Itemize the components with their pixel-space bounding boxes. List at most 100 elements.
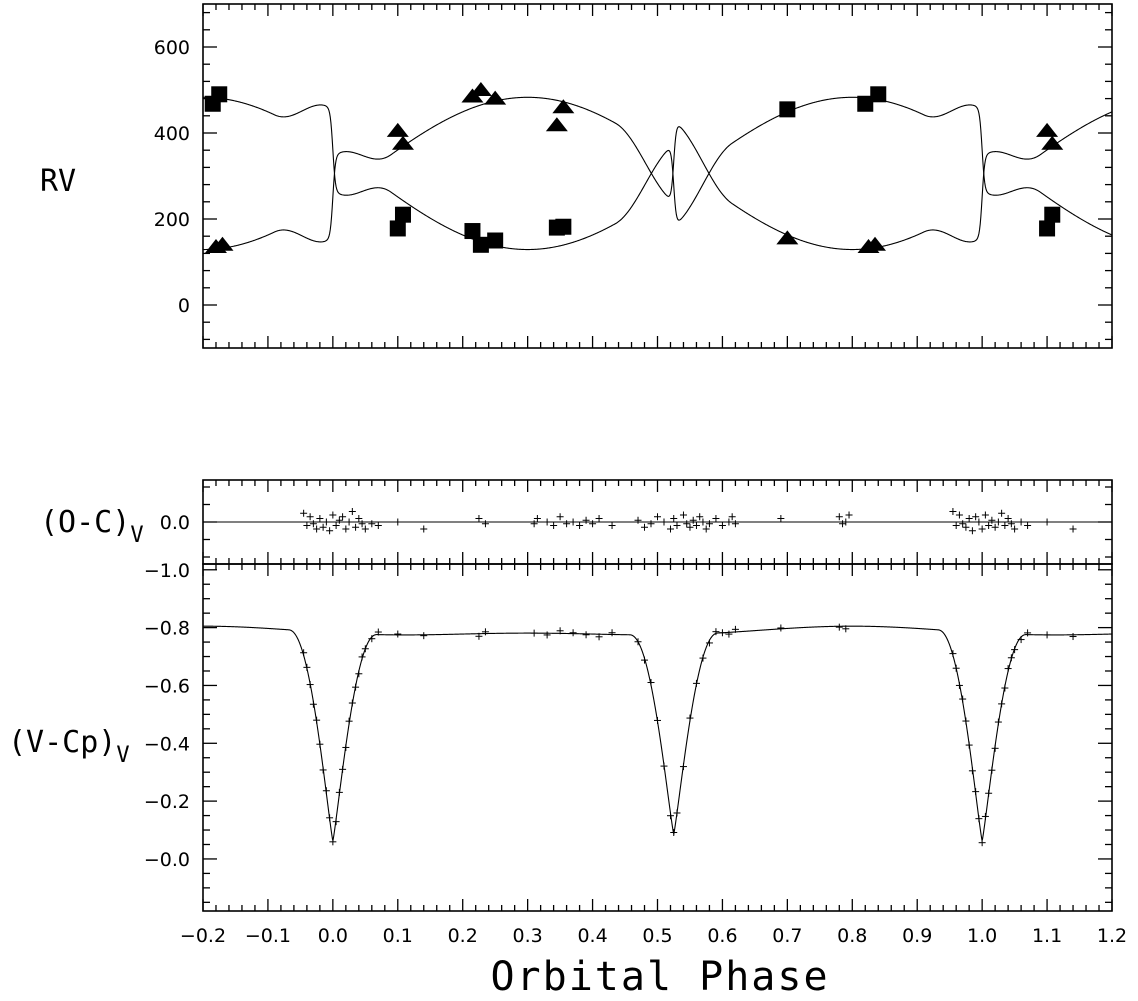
- x-tick-label: −0.2: [180, 925, 226, 947]
- rv-triangle-point: [552, 99, 575, 114]
- lightcurve-point: [543, 631, 551, 639]
- residual-point: [718, 522, 726, 529]
- residual-point: [1001, 522, 1009, 529]
- lightcurve-point: [1017, 636, 1025, 644]
- rv-square-point: [389, 220, 406, 237]
- lightcurve-point: [705, 639, 713, 647]
- lightcurve-point: [985, 789, 993, 797]
- lightcurve-point: [634, 638, 642, 646]
- rv-triangle-point: [211, 236, 234, 251]
- residual-point: [1007, 520, 1015, 528]
- x-tick-label: 0.5: [642, 925, 672, 947]
- lightcurve-point: [595, 633, 603, 641]
- residual-point: [978, 525, 986, 533]
- residual-point: [481, 520, 489, 528]
- residual-point: [1004, 515, 1012, 522]
- lightcurve-point: [306, 681, 314, 689]
- rv-ytick-label: 0: [178, 295, 190, 317]
- lightcurve-point: [952, 664, 960, 672]
- residual-panel: 0.0 (O-C)V: [40, 479, 1113, 565]
- lightcurve-point: [955, 681, 963, 689]
- residual-point: [696, 513, 704, 521]
- lightcurve-point: [1001, 684, 1009, 692]
- residual-point: [339, 513, 347, 521]
- lightcurve-point: [300, 649, 308, 657]
- residual-point: [420, 525, 428, 533]
- residual-point: [994, 518, 1002, 526]
- x-tick-label: 0.3: [513, 925, 543, 947]
- residual-point: [842, 518, 850, 526]
- residual-point: [689, 516, 697, 524]
- residual-point: [374, 522, 382, 529]
- residual-point: [959, 520, 967, 528]
- rv-square-point: [472, 236, 489, 253]
- residual-point: [731, 520, 739, 528]
- residual-point: [595, 515, 603, 522]
- lightcurve-point: [670, 828, 678, 836]
- residual-point: [660, 518, 668, 526]
- lightcurve-point: [654, 716, 661, 724]
- rv-square-point: [464, 223, 481, 240]
- x-tick-label: 0.4: [577, 925, 607, 947]
- rv-triangle-point: [386, 122, 409, 137]
- rv-square-point: [487, 232, 504, 249]
- lightcurve-point: [712, 628, 720, 636]
- lightcurve-ytick-label: −0.2: [144, 791, 190, 813]
- lightcurve-point: [949, 650, 957, 658]
- residual-point: [368, 520, 376, 528]
- lightcurve-point: [692, 679, 700, 687]
- rv-model-secondary: [203, 96, 1113, 251]
- rv-ytick-label: 600: [154, 37, 190, 59]
- lightcurve-point: [342, 743, 350, 751]
- lightcurve-point: [679, 763, 687, 771]
- residual-point: [965, 515, 973, 522]
- lightcurve-point: [975, 815, 983, 823]
- lightcurve-ticks: −1.0 −0.8 −0.6 −0.4 −0.2 −0.0: [144, 560, 1113, 911]
- residual-points: [300, 508, 1077, 535]
- residual-ticks: 0.0: [160, 480, 1113, 564]
- lightcurve-ytick-label: −0.4: [144, 733, 190, 755]
- residual-point: [692, 522, 700, 529]
- residual-point: [641, 523, 649, 531]
- residual-point: [576, 522, 584, 529]
- residual-point: [335, 516, 343, 524]
- x-tick-label: 0.2: [448, 925, 478, 947]
- residual-point: [556, 513, 564, 521]
- rv-square-point: [211, 86, 228, 103]
- lightcurve-point: [673, 809, 681, 817]
- residual-point: [309, 520, 317, 528]
- residual-point: [988, 516, 996, 524]
- residual-ylabel: (O-C)V: [40, 505, 144, 548]
- x-tick-label: 1.1: [1032, 925, 1062, 947]
- x-tick-label: 0.7: [772, 925, 802, 947]
- residual-point: [952, 522, 960, 529]
- lightcurve-point: [994, 718, 1002, 726]
- residual-point: [1024, 522, 1032, 529]
- lightcurve-point: [358, 653, 366, 661]
- lightcurve-point: [322, 787, 330, 795]
- lightcurve-point: [608, 629, 616, 637]
- residual-point: [1017, 518, 1025, 526]
- residual-point: [306, 513, 314, 521]
- lightcurve-point: [965, 741, 973, 749]
- residual-ylabel-sub: V: [130, 523, 143, 548]
- rv-triangle-point: [864, 236, 887, 251]
- residual-point: [530, 520, 538, 528]
- rv-triangle-point: [545, 117, 568, 132]
- residual-point: [981, 511, 989, 519]
- residual-point: [313, 525, 321, 533]
- residual-point: [712, 515, 720, 522]
- rv-square-point: [555, 218, 572, 235]
- residual-point: [569, 518, 577, 526]
- lightcurve-point: [835, 623, 843, 631]
- lightcurve-point: [972, 788, 980, 796]
- rv-model-curves: [203, 96, 1113, 251]
- rv-triangle-point: [1036, 122, 1059, 137]
- x-tick-label: −0.1: [245, 925, 291, 947]
- lightcurve-point: [582, 631, 590, 639]
- residual-point: [608, 522, 616, 529]
- lightcurve-point: [556, 627, 564, 635]
- rv-triangle-point: [484, 90, 507, 105]
- lightcurve-point: [303, 663, 311, 671]
